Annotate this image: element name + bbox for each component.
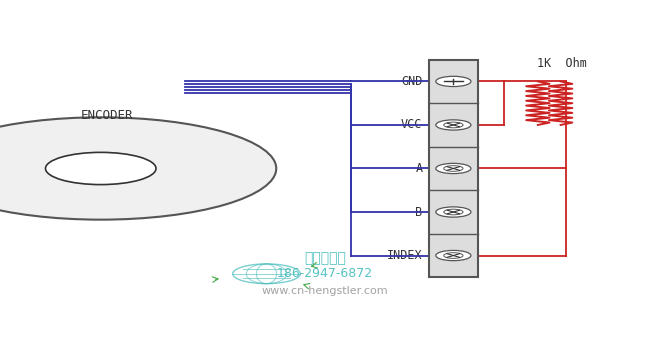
Ellipse shape xyxy=(436,120,471,130)
Text: INDEX: INDEX xyxy=(387,249,422,262)
Ellipse shape xyxy=(436,163,471,174)
Text: 西安德伍拓: 西安德伍拓 xyxy=(304,251,346,265)
Ellipse shape xyxy=(0,117,276,220)
Text: www.cn-hengstler.com: www.cn-hengstler.com xyxy=(262,286,388,296)
Ellipse shape xyxy=(436,207,471,217)
Text: ENCODER: ENCODER xyxy=(81,109,133,122)
Ellipse shape xyxy=(46,152,156,185)
Text: VCC: VCC xyxy=(401,118,423,132)
Bar xyxy=(429,60,478,277)
Text: GND: GND xyxy=(401,75,423,88)
Text: B: B xyxy=(415,205,423,219)
Ellipse shape xyxy=(436,250,471,261)
Text: A: A xyxy=(415,162,423,175)
Text: 186-2947-6872: 186-2947-6872 xyxy=(277,267,373,280)
Ellipse shape xyxy=(436,76,471,87)
Text: 1K  Ohm: 1K Ohm xyxy=(538,57,587,70)
